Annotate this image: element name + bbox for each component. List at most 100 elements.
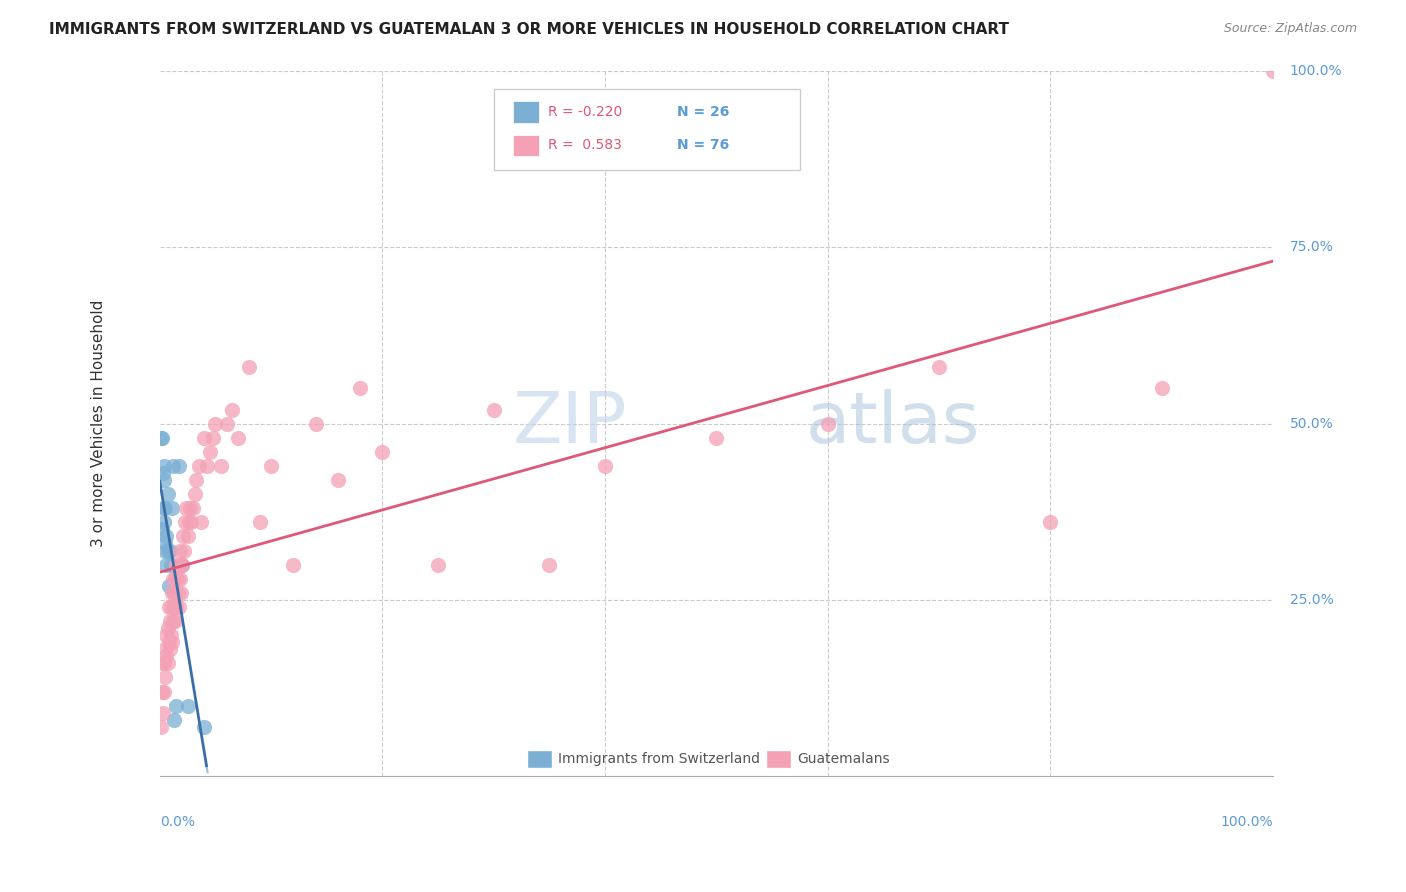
Point <box>155 536 177 550</box>
Text: 25.0%: 25.0% <box>1289 593 1333 607</box>
Point <box>190 516 212 530</box>
Bar <box>513 135 540 156</box>
Text: Source: ZipAtlas.com: Source: ZipAtlas.com <box>1223 22 1357 36</box>
Point <box>153 657 176 671</box>
Point <box>176 529 198 543</box>
Point <box>928 360 950 375</box>
Point <box>170 586 193 600</box>
Point <box>169 572 191 586</box>
Point <box>156 487 179 501</box>
Point <box>187 458 209 473</box>
Point <box>174 516 197 530</box>
Point <box>193 720 215 734</box>
Point <box>176 501 198 516</box>
Point <box>160 501 183 516</box>
Point <box>166 572 188 586</box>
Point <box>176 698 198 713</box>
Point <box>162 572 184 586</box>
Point <box>163 586 186 600</box>
Point <box>160 628 183 642</box>
Text: Guatemalans: Guatemalans <box>797 752 890 766</box>
Text: 3 or more Vehicles in Household: 3 or more Vehicles in Household <box>91 300 105 548</box>
Point <box>209 458 232 473</box>
Text: R = -0.220: R = -0.220 <box>548 105 623 119</box>
Point <box>152 657 174 671</box>
Point <box>157 579 180 593</box>
Point <box>159 614 181 628</box>
Point <box>153 473 176 487</box>
Point <box>159 642 181 657</box>
Point <box>704 431 727 445</box>
Point <box>155 649 177 664</box>
Point <box>170 558 193 572</box>
Point <box>1150 381 1173 395</box>
Point <box>172 529 194 543</box>
Text: 0.0%: 0.0% <box>160 815 195 829</box>
Text: 50.0%: 50.0% <box>1289 417 1333 431</box>
Point <box>304 417 326 431</box>
Point <box>162 458 184 473</box>
Point <box>163 599 186 614</box>
Point <box>149 431 172 445</box>
Point <box>177 516 200 530</box>
Point <box>166 599 188 614</box>
Point <box>160 586 183 600</box>
Point <box>173 543 195 558</box>
Text: 100.0%: 100.0% <box>1289 64 1343 78</box>
Point <box>166 698 188 713</box>
Point <box>249 516 271 530</box>
Text: 75.0%: 75.0% <box>1289 240 1333 254</box>
Point <box>198 445 221 459</box>
Point <box>204 417 226 431</box>
Point <box>160 635 183 649</box>
Point <box>326 473 349 487</box>
Point <box>159 543 181 558</box>
Point <box>349 381 371 395</box>
Point <box>1039 516 1062 530</box>
Text: 100.0%: 100.0% <box>1220 815 1272 829</box>
Point <box>152 501 174 516</box>
Point <box>156 657 179 671</box>
Point <box>186 473 208 487</box>
Point <box>167 458 190 473</box>
Point <box>202 431 225 445</box>
Point <box>238 360 260 375</box>
Text: R =  0.583: R = 0.583 <box>548 138 621 153</box>
Point <box>157 599 180 614</box>
Point <box>150 684 173 698</box>
Point <box>166 558 188 572</box>
Text: N = 26: N = 26 <box>678 105 730 119</box>
Point <box>156 621 179 635</box>
Point <box>193 431 215 445</box>
Text: ZIP: ZIP <box>513 389 627 458</box>
Point <box>155 628 177 642</box>
Point <box>165 614 187 628</box>
Point <box>195 458 218 473</box>
Point <box>157 635 180 649</box>
Point <box>155 670 177 684</box>
Point <box>427 558 450 572</box>
Point <box>160 558 183 572</box>
Point <box>150 431 173 445</box>
Text: Immigrants from Switzerland: Immigrants from Switzerland <box>558 752 761 766</box>
Text: atlas: atlas <box>806 389 980 458</box>
Point <box>1261 64 1284 78</box>
Bar <box>766 750 790 768</box>
Point <box>181 501 204 516</box>
Point <box>169 543 191 558</box>
Point <box>538 558 561 572</box>
Text: IMMIGRANTS FROM SWITZERLAND VS GUATEMALAN 3 OR MORE VEHICLES IN HOUSEHOLD CORREL: IMMIGRANTS FROM SWITZERLAND VS GUATEMALA… <box>49 22 1010 37</box>
Point <box>163 713 186 727</box>
Point <box>162 614 184 628</box>
Bar <box>513 102 540 122</box>
Point <box>165 572 187 586</box>
Point <box>221 402 243 417</box>
Point <box>155 529 177 543</box>
Point <box>184 487 207 501</box>
Point <box>180 516 202 530</box>
Point <box>371 445 394 459</box>
Point <box>166 586 188 600</box>
Point <box>482 402 505 417</box>
Point <box>153 458 176 473</box>
Point <box>283 558 305 572</box>
